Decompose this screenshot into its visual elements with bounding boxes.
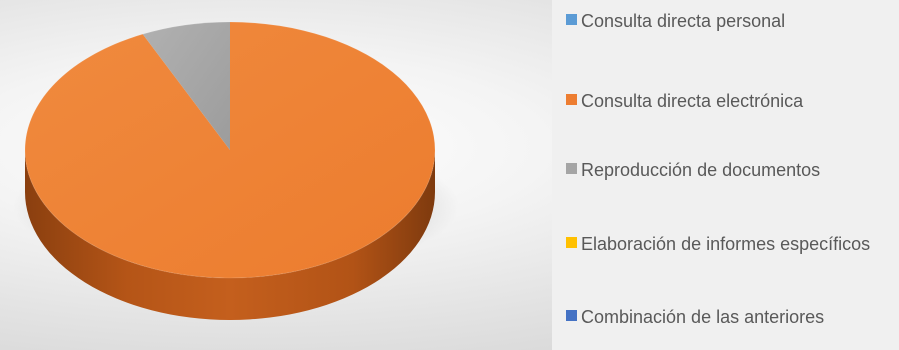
- pie-layer: [13, 21, 459, 320]
- legend-label: Combinación de las anteriores: [581, 307, 825, 327]
- pie-slice-side-1: [25, 150, 435, 320]
- legend-swatch: [566, 94, 577, 105]
- pie-rim: [24, 21, 436, 279]
- legend-item: Consulta directa personal: [566, 8, 896, 34]
- legend-item: Reproducción de documentos: [566, 157, 896, 183]
- pie-slice-1: [24, 22, 436, 278]
- legend-item: Elaboración de informes específicos: [566, 231, 896, 257]
- legend-swatch: [566, 237, 577, 248]
- legend-item: Combinación de las anteriores: [566, 304, 896, 330]
- pie-slice-2: [142, 22, 230, 150]
- legend-item: Consulta directa electrónica: [566, 88, 896, 114]
- legend-swatch: [566, 310, 577, 321]
- legend-label: Consulta directa electrónica: [581, 91, 804, 111]
- legend-swatch: [566, 163, 577, 174]
- pie-chart: [13, 21, 459, 320]
- legend-label: Reproducción de documentos: [581, 160, 821, 180]
- legend-label: Consulta directa personal: [581, 11, 786, 31]
- legend-label: Elaboración de informes específicos: [581, 234, 871, 254]
- legend-swatch: [566, 14, 577, 25]
- legend: Consulta directa personal Consulta direct…: [552, 0, 899, 350]
